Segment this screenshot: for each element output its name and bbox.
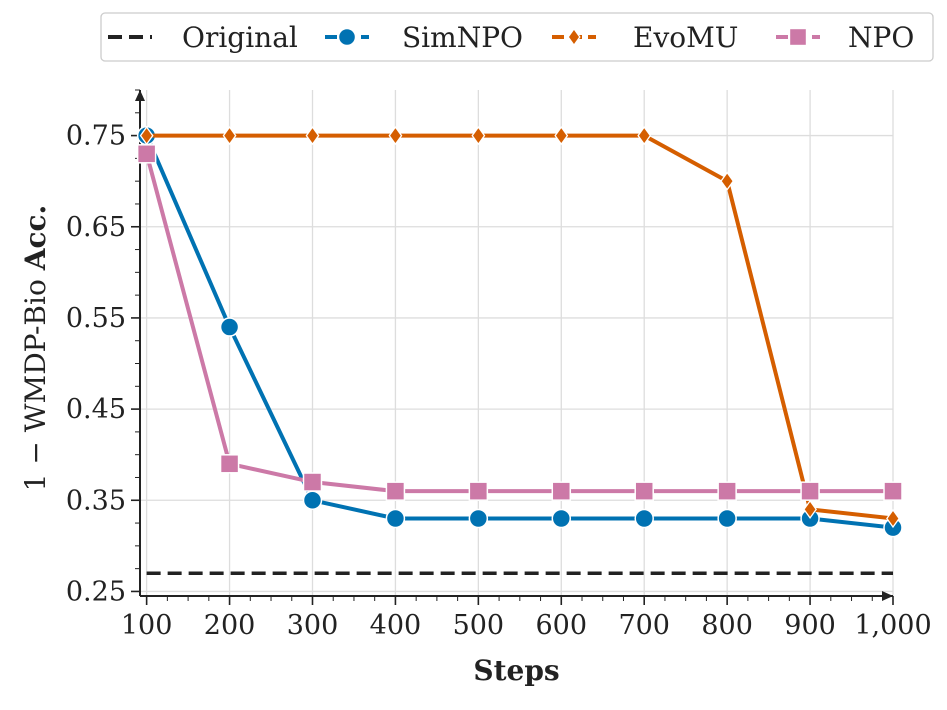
- x-axis-label: Steps: [473, 654, 559, 687]
- point-npo-700: [634, 481, 654, 501]
- x-tick-label-1: 200: [204, 610, 256, 641]
- point-simnpo-600: [551, 508, 572, 529]
- point-evomu-1000: [886, 508, 900, 529]
- y-tick-label-5: 0.75: [66, 121, 126, 152]
- x-tick-label-3: 400: [370, 610, 422, 641]
- y-tick-label-2: 0.45: [66, 394, 126, 425]
- point-simnpo-500: [468, 508, 489, 529]
- y-axis-arrow: [135, 90, 145, 101]
- point-npo-600: [551, 481, 572, 501]
- point-evomu-600: [554, 125, 569, 146]
- series-npo: [136, 144, 903, 501]
- point-simnpo-200: [219, 317, 240, 337]
- x-tick-label-4: 500: [453, 610, 505, 641]
- x-tick-label-5: 600: [536, 610, 588, 641]
- axes: [131, 89, 894, 605]
- x-tick-label-6: 700: [618, 610, 670, 641]
- x-tick-label-8: 900: [784, 610, 836, 641]
- y-axis-label: 1 − WMDP-Bio Acc.: [19, 205, 52, 492]
- y-tick-label-4: 0.65: [66, 212, 126, 243]
- x-tick-label-0: 100: [121, 610, 173, 641]
- point-simnpo-400: [385, 508, 406, 529]
- y-tick-label-3: 0.55: [66, 303, 126, 334]
- legend-marker-simnpo: [337, 27, 357, 47]
- point-npo-1000: [883, 481, 903, 501]
- legend-marker-npo: [788, 27, 808, 47]
- legend-label-original: Original: [182, 21, 298, 54]
- legend-label-npo: NPO: [848, 21, 914, 54]
- grid-lines: [140, 90, 894, 596]
- series-evomu: [139, 125, 900, 529]
- point-simnpo-300: [302, 490, 323, 511]
- point-evomu-400: [388, 125, 403, 146]
- point-evomu-800: [720, 171, 735, 191]
- x-tick-label-2: 300: [287, 610, 339, 641]
- point-npo-900: [800, 481, 820, 501]
- point-evomu-200: [222, 125, 237, 146]
- point-npo-100: [136, 144, 157, 164]
- x-tick-label-7: 800: [701, 610, 753, 641]
- point-evomu-300: [305, 125, 320, 146]
- series-line-npo: [144, 153, 893, 494]
- x-tick-label-9: 1,000: [854, 610, 931, 641]
- y-axis-label-bold: Acc.: [19, 205, 52, 272]
- legend: Original SimNPO EvoMU NPO: [100, 12, 934, 62]
- point-evomu-500: [471, 125, 486, 146]
- y-tick-label-1: 0.35: [66, 485, 126, 516]
- y-axis-label-plain: 1 − WMDP-Bio: [19, 270, 52, 491]
- point-simnpo-700: [634, 508, 654, 529]
- legend-box: [100, 12, 934, 62]
- legend-marker-evomu: [567, 27, 581, 47]
- x-axis-arrow: [882, 591, 893, 601]
- point-npo-200: [219, 454, 240, 474]
- point-simnpo-800: [717, 508, 737, 529]
- point-npo-300: [302, 472, 323, 492]
- series-line-evomu: [146, 133, 894, 521]
- point-npo-400: [385, 481, 406, 501]
- legend-label-evomu: EvoMU: [633, 21, 738, 54]
- point-npo-800: [717, 481, 737, 501]
- point-evomu-900: [803, 499, 817, 519]
- y-tick-label-0: 0.25: [66, 576, 126, 607]
- series-simnpo: [136, 125, 903, 538]
- point-npo-500: [468, 481, 489, 501]
- legend-label-simnpo: SimNPO: [402, 21, 523, 54]
- data-series: [136, 125, 903, 575]
- point-evomu-700: [637, 125, 652, 146]
- series-line-simnpo: [144, 134, 894, 530]
- tick-labels: 0.25 0.35 0.45 0.55 0.65 0.75 100 200 300 400 500 6…: [66, 121, 932, 641]
